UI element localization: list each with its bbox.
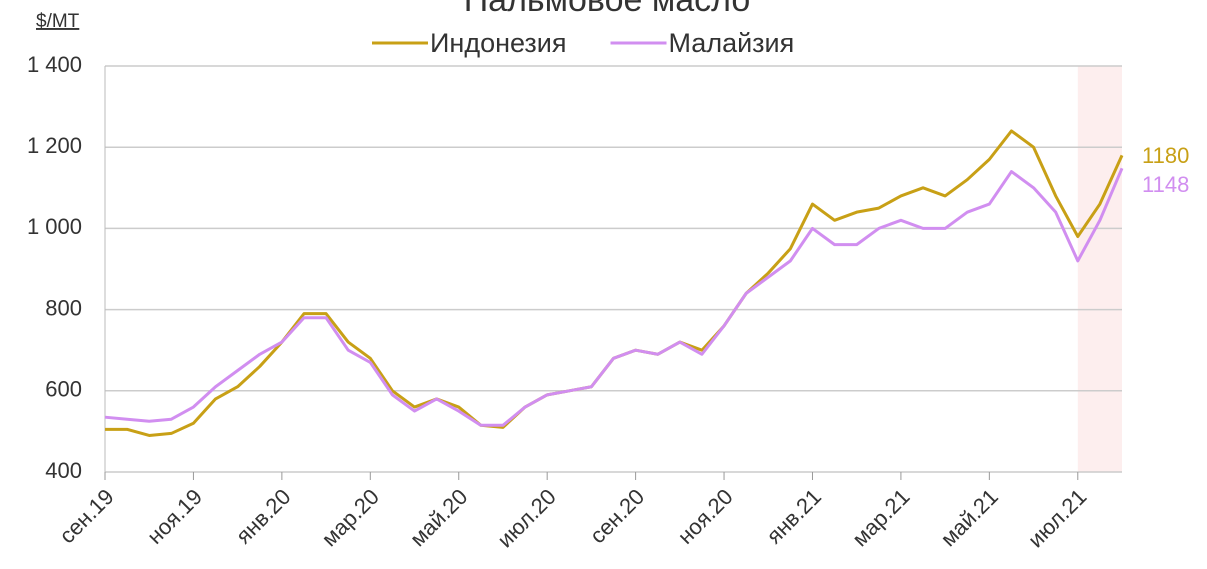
series-line — [105, 129, 1124, 437]
x-tick-label: июл.20 — [492, 484, 560, 552]
x-tick-label: мар.20 — [317, 484, 384, 551]
x-tick-label: май.21 — [936, 484, 1003, 551]
end-label: 1148 — [1142, 172, 1189, 197]
x-tick-label: янв.20 — [231, 484, 296, 549]
x-tick-label: ноя.20 — [673, 484, 738, 549]
y-tick-label: 600 — [45, 377, 82, 402]
chart-title: Пальмовое масло — [464, 0, 751, 19]
x-tick-label: июл.21 — [1023, 484, 1091, 552]
legend-label: Малайзия — [669, 28, 795, 58]
legend-label: Индонезия — [430, 28, 567, 58]
y-tick-label: 1 400 — [27, 52, 82, 77]
x-tick-label: мар.21 — [847, 484, 914, 551]
y-axis-label: $/MT — [36, 11, 80, 32]
end-label: 1180 — [1142, 143, 1189, 168]
x-tick-label: янв.21 — [762, 484, 827, 549]
x-tick-label: май.20 — [405, 484, 472, 551]
y-tick-label: 1 200 — [27, 133, 82, 158]
x-tick-label: сен.19 — [54, 484, 118, 548]
x-tick-label: сен.20 — [585, 484, 649, 548]
y-tick-label: 400 — [45, 458, 82, 483]
series-line — [104, 167, 1124, 427]
y-tick-label: 1 000 — [27, 214, 82, 239]
highlight-region — [1077, 66, 1122, 472]
y-tick-label: 800 — [45, 295, 82, 320]
x-tick-label: ноя.19 — [142, 484, 207, 549]
